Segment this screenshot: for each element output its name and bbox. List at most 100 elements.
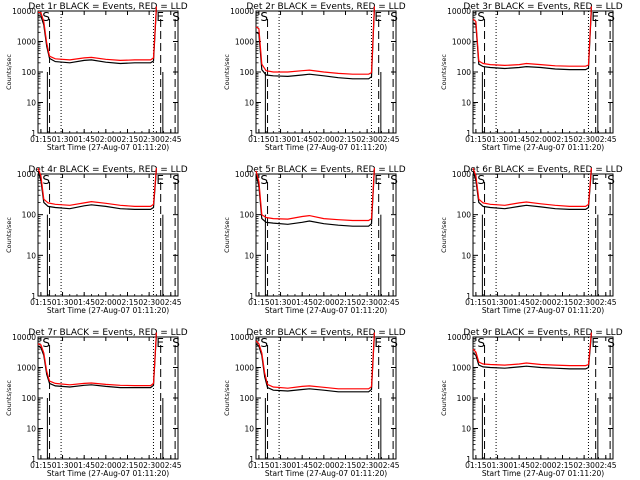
x-tick-label: 02:00 xyxy=(530,135,552,144)
y-tick-label: 10 xyxy=(461,99,471,108)
segment-marker-e: E xyxy=(156,10,164,24)
plot-frame xyxy=(255,173,397,297)
series-line-events xyxy=(37,8,157,65)
y-tick-label: 100 xyxy=(22,394,37,403)
x-tick-label: 02:30 xyxy=(356,135,378,144)
chart-title: Det 1r BLACK = Events, RED = LLD xyxy=(28,2,187,12)
x-tick-label: 02:30 xyxy=(573,298,595,307)
segment-marker-s: S xyxy=(477,173,485,187)
x-tick-label: 02:15 xyxy=(335,135,357,144)
y-tick-label: 1 xyxy=(249,129,254,138)
segment-marker-s: S xyxy=(390,173,398,187)
segment-marker-e: E xyxy=(591,10,599,24)
x-tick-label: 01:30 xyxy=(487,135,509,144)
x-tick-label: 02:15 xyxy=(335,461,357,470)
y-tick-label: 1 xyxy=(466,455,471,464)
y-tick-label: 1 xyxy=(249,455,254,464)
segment-marker-s: S xyxy=(42,10,50,24)
segment-marker-s: S xyxy=(607,10,615,24)
series-line-lld xyxy=(37,332,157,387)
segment-marker-s: S xyxy=(172,173,180,187)
segment-marker-e: E xyxy=(374,173,382,187)
x-tick-label: 02:00 xyxy=(313,298,335,307)
series-line-lld xyxy=(472,6,592,67)
y-axis-label: Counts/sec xyxy=(223,380,231,416)
y-tick-label: 1 xyxy=(466,129,471,138)
y-tick-label: 10 xyxy=(26,99,36,108)
x-axis-label: Start Time (27-Aug-07 01:11:20) xyxy=(47,143,169,152)
y-tick-label: 100 xyxy=(22,211,37,220)
y-axis-label: Counts/sec xyxy=(223,217,231,253)
y-axis-label: Counts/sec xyxy=(440,217,448,253)
chart-title: Det 7r BLACK = Events, RED = LLD xyxy=(28,328,187,338)
x-axis-label: Start Time (27-Aug-07 01:11:20) xyxy=(47,306,169,315)
y-tick-label: 100 xyxy=(457,211,472,220)
x-tick-label: 02:45 xyxy=(160,461,182,470)
x-axis-label: Start Time (27-Aug-07 01:11:20) xyxy=(265,306,387,315)
x-tick-label: 01:15 xyxy=(248,135,270,144)
x-tick-label: 01:30 xyxy=(487,298,509,307)
x-tick-label: 01:45 xyxy=(291,135,313,144)
series-line-events xyxy=(255,8,375,80)
y-tick-label: 1000 xyxy=(452,170,471,179)
y-tick-label: 10 xyxy=(26,425,36,434)
x-tick-label: 02:30 xyxy=(138,135,160,144)
x-axis-label: Start Time (27-Aug-07 01:11:20) xyxy=(265,143,387,152)
x-tick-label: 02:15 xyxy=(117,461,139,470)
series-line-events xyxy=(472,169,592,210)
x-tick-label: 02:00 xyxy=(95,461,117,470)
y-axis-label: Counts/sec xyxy=(5,54,13,90)
x-tick-label: 02:30 xyxy=(573,135,595,144)
x-tick-label: 01:45 xyxy=(291,298,313,307)
series-line-lld xyxy=(37,6,157,62)
x-tick-label: 02:45 xyxy=(378,461,400,470)
y-tick-label: 10000 xyxy=(12,333,36,342)
x-tick-label: 02:15 xyxy=(552,298,574,307)
y-axis-label: Counts/sec xyxy=(223,54,231,90)
x-tick-label: 02:15 xyxy=(335,298,357,307)
y-tick-label: 1000 xyxy=(235,38,254,47)
y-tick-label: 10 xyxy=(461,425,471,434)
x-tick-label: 02:30 xyxy=(573,461,595,470)
x-tick-label: 01:45 xyxy=(508,461,530,470)
series-line-events xyxy=(255,334,375,393)
y-tick-label: 1 xyxy=(466,292,471,301)
plot-frame xyxy=(472,173,614,297)
x-tick-label: 01:45 xyxy=(73,135,95,144)
x-axis-label: Start Time (27-Aug-07 01:11:20) xyxy=(482,306,604,315)
y-tick-label: 1000 xyxy=(17,38,36,47)
x-tick-label: 02:30 xyxy=(356,461,378,470)
x-tick-label: 02:15 xyxy=(117,298,139,307)
y-tick-label: 1000 xyxy=(452,364,471,373)
x-tick-label: 02:45 xyxy=(595,135,617,144)
y-tick-label: 1 xyxy=(31,292,36,301)
x-axis-label: Start Time (27-Aug-07 01:11:20) xyxy=(47,469,169,478)
chart-title: Det 2r BLACK = Events, RED = LLD xyxy=(246,2,405,12)
x-tick-label: 02:45 xyxy=(160,135,182,144)
segment-marker-s: S xyxy=(172,10,180,24)
x-tick-label: 01:45 xyxy=(508,135,530,144)
y-axis-label: Counts/sec xyxy=(5,380,13,416)
segment-marker-e: E xyxy=(156,173,164,187)
x-tick-label: 02:00 xyxy=(313,461,335,470)
y-tick-label: 100 xyxy=(240,68,255,77)
segment-marker-e: E xyxy=(591,336,599,350)
x-tick-label: 01:45 xyxy=(291,461,313,470)
segment-marker-s: S xyxy=(260,173,268,187)
y-tick-label: 1000 xyxy=(17,170,36,179)
x-axis-label: Start Time (27-Aug-07 01:11:20) xyxy=(265,469,387,478)
x-tick-label: 02:15 xyxy=(552,461,574,470)
x-tick-label: 01:30 xyxy=(52,298,74,307)
y-tick-label: 1 xyxy=(31,129,36,138)
y-axis-label: Counts/sec xyxy=(440,380,448,416)
plot-frame xyxy=(472,10,614,134)
segment-marker-s: S xyxy=(607,173,615,187)
x-tick-label: 01:15 xyxy=(248,461,270,470)
y-tick-label: 1000 xyxy=(452,38,471,47)
y-tick-label: 100 xyxy=(457,68,472,77)
series-line-events xyxy=(472,334,592,370)
x-tick-label: 02:30 xyxy=(138,461,160,470)
